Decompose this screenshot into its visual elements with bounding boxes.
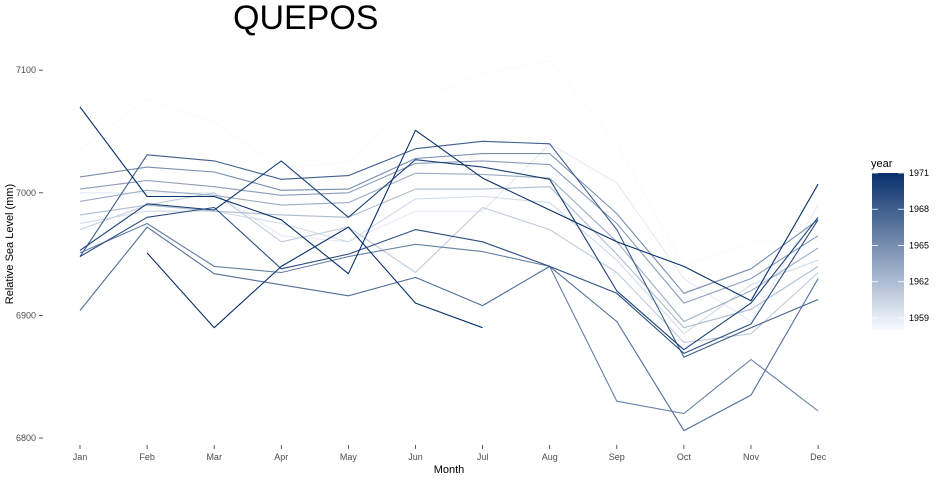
x-tick-label: Jul bbox=[477, 452, 489, 462]
series-line-1972 bbox=[146, 226, 483, 329]
x-tick-label: Sep bbox=[609, 452, 625, 462]
legend-tick-label: 1962 bbox=[909, 277, 929, 287]
series-line-1960 bbox=[79, 195, 819, 335]
series-line-1959 bbox=[80, 143, 819, 323]
y-axis: 6800 6900 7000 7100 bbox=[16, 65, 43, 443]
x-tick-label: Apr bbox=[274, 452, 288, 462]
series-line-1964 bbox=[79, 160, 819, 304]
x-axis: Jan Feb Mar Apr May Jun Jul Aug Sep Oct Nov Dec bbox=[73, 445, 827, 462]
x-tick-label: Mar bbox=[206, 452, 222, 462]
x-tick-label: Nov bbox=[743, 452, 760, 462]
legend-colorbar bbox=[872, 173, 904, 330]
x-axis-title: Month bbox=[434, 464, 465, 476]
legend-tick-label: 1971 bbox=[909, 168, 929, 178]
series-line-1958 bbox=[79, 59, 819, 267]
x-tick-label: Feb bbox=[139, 452, 155, 462]
series-line-1965 bbox=[79, 153, 819, 294]
legend-tick-label: 1959 bbox=[909, 313, 929, 323]
y-tick-label: 6800 bbox=[16, 433, 36, 443]
x-tick-label: May bbox=[340, 452, 358, 462]
x-tick-label: Jun bbox=[408, 452, 423, 462]
series-line-1969 bbox=[79, 206, 819, 354]
legend-tick-label: 1965 bbox=[909, 240, 929, 250]
series-line-1971 bbox=[79, 106, 819, 302]
x-tick-label: Dec bbox=[810, 452, 827, 462]
series-line-1963 bbox=[79, 172, 819, 323]
y-axis-title: Relative Sea Level (mm) bbox=[4, 184, 16, 304]
series-line-1962 bbox=[79, 186, 819, 329]
series-line-1961 bbox=[79, 192, 819, 343]
y-tick-label: 6900 bbox=[16, 310, 36, 320]
x-tick-label: Jan bbox=[73, 452, 88, 462]
series-line-1966 bbox=[79, 222, 819, 415]
y-tick-label: 7100 bbox=[16, 65, 36, 75]
x-tick-label: Oct bbox=[677, 452, 692, 462]
y-tick-label: 7000 bbox=[16, 188, 36, 198]
legend-title: year bbox=[871, 158, 893, 170]
series-lines bbox=[79, 59, 819, 432]
chart-title: QUEPOS bbox=[233, 0, 378, 37]
legend: year 1959 1962 1965 1968 1971 bbox=[871, 158, 929, 330]
x-tick-label: Aug bbox=[542, 452, 558, 462]
series-line-1968 bbox=[79, 140, 819, 358]
legend-tick-label: 1968 bbox=[909, 204, 929, 214]
series-line-1967 bbox=[79, 226, 819, 432]
series-line-1970 bbox=[79, 159, 819, 351]
